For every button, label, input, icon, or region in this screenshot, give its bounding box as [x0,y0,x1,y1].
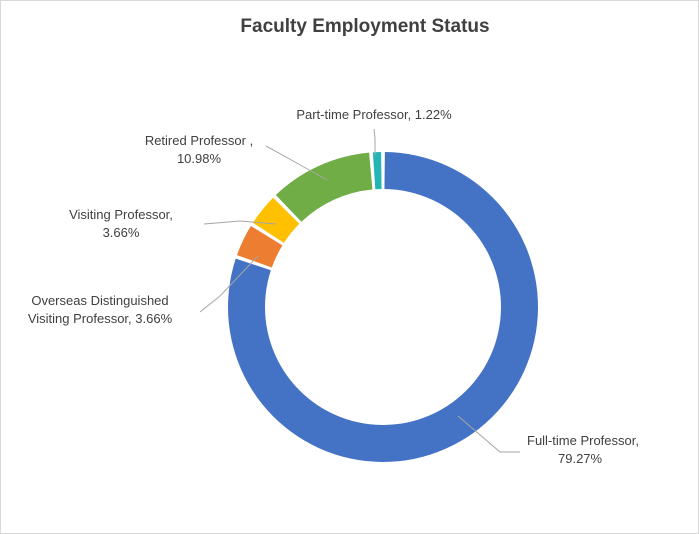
data-label-line: 3.66% [103,225,140,240]
slice-full-time-professor [227,152,538,462]
slices-group [227,152,538,462]
data-label-line: Visiting Professor, [69,207,173,222]
slice-visiting-professor [252,197,300,243]
leader-line [457,415,520,453]
data-labels-group: Full-time Professor, 79.27% Overseas Disti… [28,107,639,466]
data-label: Retired Professor , 10.98% [145,133,253,166]
data-label: Full-time Professor, 79.27% [527,433,639,466]
data-label: Overseas Distinguished Visiting Professor… [28,293,173,326]
data-label-line: Part-time Professor, 1.22% [296,107,452,122]
data-label-line: Overseas Distinguished [31,293,168,308]
leader-lines-group [199,128,520,453]
chart-title: Faculty Employment Status [240,16,489,37]
data-label-line: Visiting Professor, 3.66% [28,311,173,326]
data-label-line: Retired Professor , [145,133,253,148]
leader-line [203,220,277,225]
data-label: Part-time Professor, 1.22% [296,107,452,122]
data-label-line: Full-time Professor, [527,433,639,448]
data-label-line: 79.27% [558,451,603,466]
data-label: Visiting Professor, 3.66% [69,207,173,240]
leader-line [265,145,328,181]
data-label-line: 10.98% [177,151,222,166]
slice-retired-professor [275,152,373,222]
leader-line [199,255,259,313]
slice-overseas-distinguished-visiting-professor [236,226,283,268]
slice-part-time-professor [372,152,382,190]
leader-line [373,128,376,155]
